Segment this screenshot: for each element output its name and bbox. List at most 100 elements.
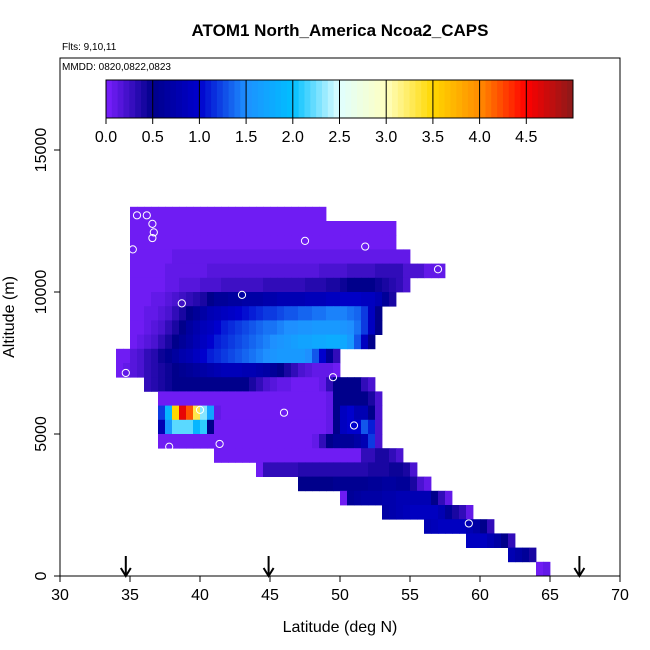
heatmap-cell <box>151 249 159 264</box>
colorbar-segment <box>339 80 346 118</box>
sample-point <box>237 290 247 299</box>
sample-point <box>492 270 501 280</box>
heatmap-cell <box>263 249 271 264</box>
sample-point <box>279 408 289 417</box>
colorbar-segment <box>351 80 358 118</box>
heatmap-cell <box>207 363 215 378</box>
sample-point <box>382 380 391 389</box>
heatmap-cell <box>270 363 278 378</box>
heatmap-cell <box>165 405 173 421</box>
heatmap-cell <box>361 419 369 435</box>
heatmap-cell <box>228 292 236 307</box>
heatmap-cell <box>340 292 348 307</box>
heatmap-cell <box>256 419 264 435</box>
heatmap-cell <box>319 263 327 279</box>
heatmap-cell <box>389 263 397 279</box>
heatmap-cell <box>354 292 362 307</box>
heatmap-cell <box>347 334 355 350</box>
heatmap-cell <box>242 221 250 236</box>
heatmap-cell <box>361 391 369 406</box>
heatmap-cell <box>158 320 166 335</box>
heatmap-cell <box>326 263 334 279</box>
heatmap-cell <box>207 391 215 406</box>
heatmap-cell <box>235 405 243 421</box>
colorbar-segment <box>514 80 521 118</box>
heatmap-cell <box>270 292 278 307</box>
heatmap-cell <box>165 348 173 364</box>
heatmap-cell <box>186 405 194 421</box>
heatmap-cell <box>277 263 285 279</box>
colorbar-segment <box>567 80 574 118</box>
heatmap-cell <box>389 490 397 506</box>
heatmap-cell <box>368 434 376 449</box>
heatmap-cell <box>340 476 348 492</box>
heatmap-cell <box>130 235 138 250</box>
heatmap-cell <box>200 306 208 321</box>
heatmap-cell <box>417 505 425 520</box>
heatmap-cell <box>179 348 187 364</box>
heatmap-cell <box>151 320 159 335</box>
sample-point <box>523 344 532 353</box>
sample-point <box>215 439 224 449</box>
colorbar-segment <box>397 80 405 118</box>
heatmap-cell <box>452 519 460 534</box>
heatmap-cell <box>333 263 341 279</box>
heatmap-cell <box>333 363 341 378</box>
heatmap-cell <box>249 334 257 350</box>
sample-point <box>410 402 419 412</box>
heatmap-cell <box>172 206 180 222</box>
heatmap-cell <box>263 405 271 421</box>
heatmap-cell <box>228 306 236 321</box>
heatmap-cell <box>137 235 145 250</box>
heatmap-cell <box>165 263 173 279</box>
heatmap-cell <box>333 235 341 250</box>
heatmap-cell <box>263 306 271 321</box>
heatmap-cell <box>438 505 446 520</box>
colorbar-segment <box>246 80 253 118</box>
heatmap-cell <box>368 334 376 350</box>
heatmap-cell <box>193 206 201 222</box>
heatmap-cell <box>403 476 411 492</box>
heatmap-cell <box>284 320 292 335</box>
heatmap-cell <box>326 235 334 250</box>
heatmap-cell <box>144 334 152 350</box>
heatmap-cell <box>221 206 229 222</box>
heatmap-cell <box>144 348 152 364</box>
heatmap-cell <box>249 263 257 279</box>
heatmap-cell <box>389 292 397 307</box>
heatmap-cell <box>361 448 369 463</box>
heatmap-cell <box>179 377 187 392</box>
heatmap-cell <box>263 334 271 350</box>
heatmap-cell <box>389 221 397 236</box>
heatmap-cell <box>228 405 236 421</box>
heatmap-cell <box>284 249 292 264</box>
heatmap-cell <box>151 235 159 250</box>
x-tick-label: 35 <box>121 587 139 604</box>
heatmap-cell <box>137 292 145 307</box>
heatmap-cell <box>172 249 180 264</box>
heatmap-cell <box>158 263 166 279</box>
heatmap-cell <box>277 391 285 406</box>
heatmap-cell <box>354 448 362 463</box>
heatmap-cell <box>291 405 299 421</box>
heatmap-cell <box>193 334 201 350</box>
heatmap-cell <box>396 462 404 477</box>
heatmap-cell <box>326 434 334 449</box>
heatmap-cell <box>256 334 264 350</box>
heatmap-cell <box>291 434 299 449</box>
heatmap-cell <box>186 263 194 279</box>
heatmap-cell <box>151 277 159 293</box>
heatmap-cell <box>242 363 250 378</box>
colorbar-segment <box>269 80 276 118</box>
heatmap-cell <box>382 235 390 250</box>
heatmap-cell <box>270 206 278 222</box>
heatmap-cell <box>256 263 264 279</box>
heatmap-cell <box>214 377 222 392</box>
heatmap-cell <box>144 263 152 279</box>
heatmap-cell <box>389 476 397 492</box>
heatmap-cell <box>487 519 495 534</box>
sample-point <box>300 236 310 245</box>
heatmap-cell <box>305 391 313 406</box>
heatmap-cell <box>312 348 320 364</box>
heatmap-cell <box>326 363 334 378</box>
